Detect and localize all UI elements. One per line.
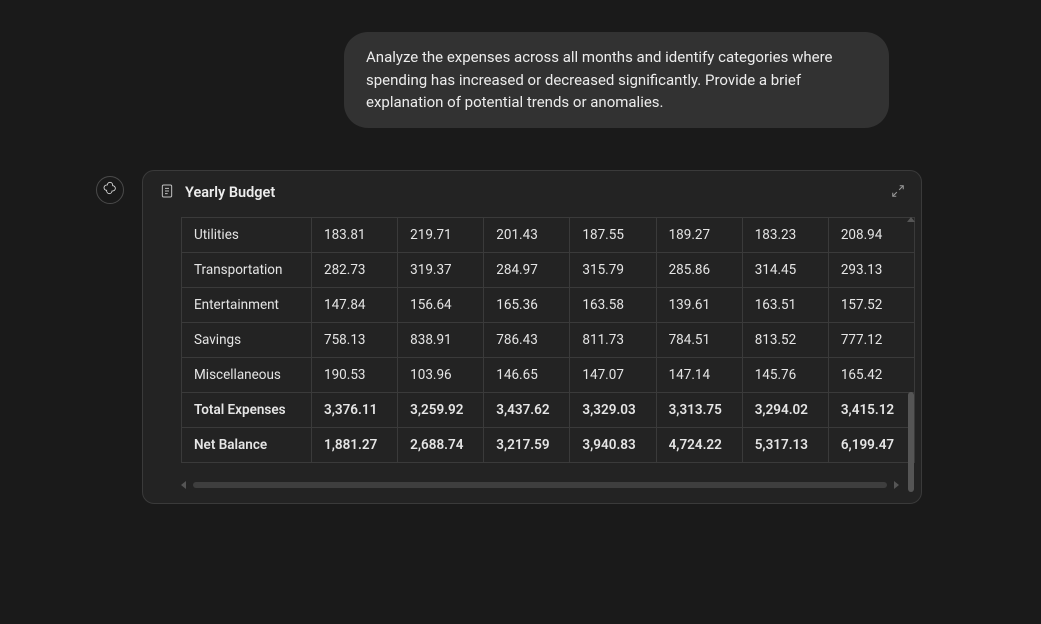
table-cell: 157.52	[828, 287, 914, 322]
card-header: Yearly Budget	[143, 171, 921, 211]
table-row: Savings758.13838.91786.43811.73784.51813…	[182, 322, 915, 357]
table-row: Net Balance1,881.272,688.743,217.593,940…	[182, 427, 915, 462]
horizontal-scrollbar[interactable]	[181, 481, 899, 489]
table-cell: 5,317.13	[742, 427, 828, 462]
table-cell: 165.42	[828, 357, 914, 392]
scroll-up-arrow-icon[interactable]	[907, 217, 915, 222]
scroll-right-arrow-icon[interactable]	[894, 481, 899, 489]
table-cell: 3,437.62	[484, 392, 570, 427]
table-cell: 811.73	[570, 322, 656, 357]
table-row: Total Expenses3,376.113,259.923,437.623,…	[182, 392, 915, 427]
table-cell: 183.81	[312, 218, 398, 253]
table-cell: 3,259.92	[398, 392, 484, 427]
table-cell: 3,415.12	[828, 392, 914, 427]
table-cell: 813.52	[742, 322, 828, 357]
table-cell: 163.51	[742, 287, 828, 322]
table-cell: 165.36	[484, 287, 570, 322]
assistant-avatar	[96, 176, 124, 204]
row-label: Utilities	[182, 218, 312, 253]
table-cell: 147.07	[570, 357, 656, 392]
table-row: Entertainment147.84156.64165.36163.58139…	[182, 287, 915, 322]
table-scroll[interactable]: Utilities183.81219.71201.43187.55189.271…	[181, 217, 915, 463]
row-label: Transportation	[182, 252, 312, 287]
table-cell: 314.45	[742, 252, 828, 287]
table-cell: 163.58	[570, 287, 656, 322]
table-cell: 156.64	[398, 287, 484, 322]
document-icon	[159, 183, 175, 203]
table-cell: 146.65	[484, 357, 570, 392]
table-cell: 139.61	[656, 287, 742, 322]
table-cell: 190.53	[312, 357, 398, 392]
table-cell: 208.94	[828, 218, 914, 253]
table-row: Utilities183.81219.71201.43187.55189.271…	[182, 218, 915, 253]
table-cell: 3,329.03	[570, 392, 656, 427]
row-label: Net Balance	[182, 427, 312, 462]
table-cell: 758.13	[312, 322, 398, 357]
card-header-left: Yearly Budget	[159, 183, 275, 203]
table-cell: 4,724.22	[656, 427, 742, 462]
table-cell: 147.84	[312, 287, 398, 322]
table-cell: 282.73	[312, 252, 398, 287]
table-cell: 201.43	[484, 218, 570, 253]
table-cell: 315.79	[570, 252, 656, 287]
table-cell: 786.43	[484, 322, 570, 357]
table-wrap: Utilities183.81219.71201.43187.55189.271…	[143, 211, 921, 503]
user-message-bubble: Analyze the expenses across all months a…	[344, 32, 889, 128]
table-cell: 3,376.11	[312, 392, 398, 427]
assistant-row: Yearly Budget Utilities183.81219.71201.4…	[96, 170, 1041, 504]
table-cell: 145.76	[742, 357, 828, 392]
table-cell: 3,217.59	[484, 427, 570, 462]
table-cell: 6,199.47	[828, 427, 914, 462]
openai-logo-icon	[102, 180, 118, 200]
table-cell: 838.91	[398, 322, 484, 357]
budget-table: Utilities183.81219.71201.43187.55189.271…	[181, 218, 915, 463]
table-cell: 183.23	[742, 218, 828, 253]
row-label: Miscellaneous	[182, 357, 312, 392]
table-cell: 189.27	[656, 218, 742, 253]
row-label: Entertainment	[182, 287, 312, 322]
table-cell: 284.97	[484, 252, 570, 287]
table-cell: 147.14	[656, 357, 742, 392]
table-cell: 3,294.02	[742, 392, 828, 427]
table-cell: 103.96	[398, 357, 484, 392]
table-cell: 187.55	[570, 218, 656, 253]
card-title: Yearly Budget	[185, 184, 275, 201]
table-cell: 777.12	[828, 322, 914, 357]
table-row: Transportation282.73319.37284.97315.7928…	[182, 252, 915, 287]
row-label: Total Expenses	[182, 392, 312, 427]
table-cell: 3,940.83	[570, 427, 656, 462]
table-row: Miscellaneous190.53103.96146.65147.07147…	[182, 357, 915, 392]
table-cell: 219.71	[398, 218, 484, 253]
table-cell: 784.51	[656, 322, 742, 357]
vertical-scrollbar[interactable]	[907, 217, 915, 504]
user-message-text: Analyze the expenses across all months a…	[366, 48, 832, 111]
row-label: Savings	[182, 322, 312, 357]
table-cell: 319.37	[398, 252, 484, 287]
table-cell: 2,688.74	[398, 427, 484, 462]
expand-icon[interactable]	[891, 183, 905, 202]
table-cell: 293.13	[828, 252, 914, 287]
scroll-left-arrow-icon[interactable]	[181, 481, 186, 489]
table-cell: 3,313.75	[656, 392, 742, 427]
table-cell: 285.86	[656, 252, 742, 287]
horizontal-scrollbar-thumb[interactable]	[193, 482, 887, 488]
budget-card: Yearly Budget Utilities183.81219.71201.4…	[142, 170, 922, 504]
table-cell: 1,881.27	[312, 427, 398, 462]
vertical-scrollbar-thumb[interactable]	[908, 392, 914, 492]
